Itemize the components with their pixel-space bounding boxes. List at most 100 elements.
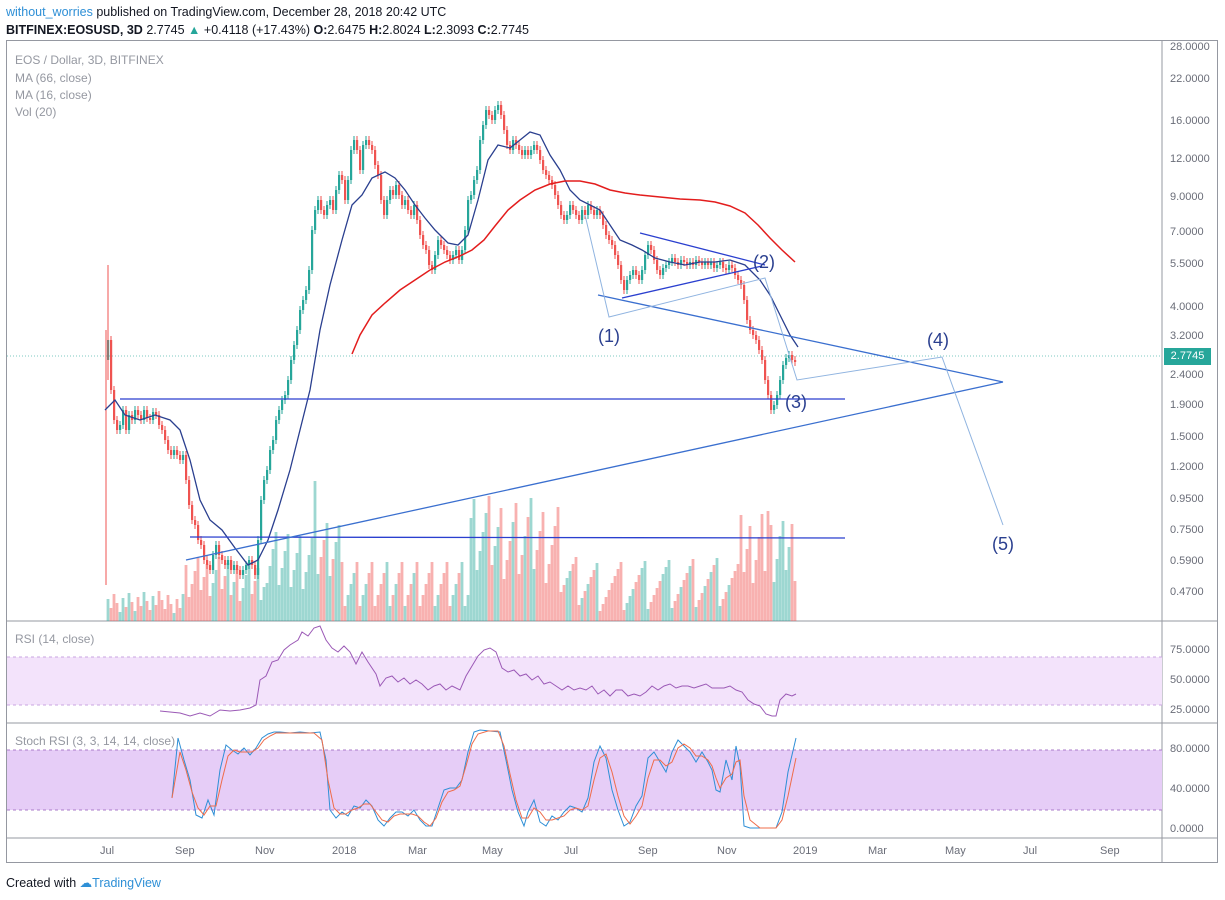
stoch-tick-label: 80.0000 xyxy=(1170,743,1210,755)
volume-bar xyxy=(766,511,770,621)
volume-bar xyxy=(559,592,563,621)
candle-body xyxy=(425,245,428,250)
candle-body xyxy=(482,125,485,140)
volume-bar xyxy=(553,526,557,621)
volume-bar xyxy=(619,562,623,621)
volume-bar xyxy=(190,584,194,621)
candle-body xyxy=(770,395,773,410)
volume-bar xyxy=(145,601,149,621)
volume-bar xyxy=(133,611,137,621)
volume-bar xyxy=(742,572,746,621)
volume-bar xyxy=(385,562,389,621)
candle-body xyxy=(647,245,650,255)
candle-body xyxy=(350,150,353,180)
stoch-tick-label: 40.0000 xyxy=(1170,783,1210,795)
candle-body xyxy=(209,565,212,570)
volume-bar xyxy=(331,559,335,621)
volume-bar xyxy=(418,606,422,621)
time-tick-label: Jul xyxy=(100,845,115,857)
candle-body xyxy=(446,250,449,255)
volume-bar xyxy=(118,612,122,621)
candle-body xyxy=(380,175,383,200)
candle-body xyxy=(743,285,746,300)
time-tick-label: Jul xyxy=(1023,845,1038,857)
candle-body xyxy=(293,345,296,360)
volume-bar xyxy=(601,604,605,621)
volume-bar xyxy=(733,571,737,621)
candle-body xyxy=(629,275,632,280)
volume-bar xyxy=(220,589,224,621)
candle-body xyxy=(194,520,197,525)
candle-body xyxy=(419,220,422,235)
candle-body xyxy=(758,340,761,350)
candle-body xyxy=(260,500,263,540)
candle-body xyxy=(599,210,602,215)
volume-bar xyxy=(607,590,611,621)
candle-body xyxy=(155,412,158,415)
volume-bar xyxy=(169,604,173,621)
candle-body xyxy=(626,280,629,290)
volume-bar xyxy=(568,571,572,621)
volume-bar xyxy=(679,587,683,621)
volume-bar xyxy=(187,597,191,621)
volume-bar xyxy=(691,559,695,621)
volume-bar xyxy=(274,532,278,621)
candle-body xyxy=(158,415,161,425)
candle-body xyxy=(746,300,749,320)
volume-bar xyxy=(235,569,239,621)
volume-bar xyxy=(247,562,251,621)
volume-bar xyxy=(424,584,428,621)
candle-body xyxy=(476,170,479,180)
volume-bar xyxy=(598,611,602,621)
volume-bar xyxy=(325,523,329,621)
wave-label-5: (5) xyxy=(992,534,1014,554)
chart-frame[interactable] xyxy=(6,40,1218,863)
volume-bar xyxy=(616,569,620,621)
candle-body xyxy=(398,185,401,195)
candle-body xyxy=(710,262,713,265)
volume-bar xyxy=(415,562,419,621)
volume-bar xyxy=(670,608,674,621)
volume-bar xyxy=(370,562,374,621)
candle-body xyxy=(731,265,734,268)
candle-body xyxy=(611,240,614,245)
quote-line: BITFINEX:EOSUSD, 3D 2.7745 ▲ +0.4118 (+1… xyxy=(6,23,529,37)
candle-body xyxy=(782,365,785,380)
tradingview-link[interactable]: TradingView xyxy=(92,876,161,890)
candle-body xyxy=(176,450,179,455)
volume-bar xyxy=(784,570,788,621)
volume-bar xyxy=(136,597,140,621)
volume-bar xyxy=(721,599,725,621)
volume-bar xyxy=(634,582,638,621)
volume-bar xyxy=(556,507,560,621)
author-link[interactable]: without_worries xyxy=(6,5,93,19)
volume-bar xyxy=(787,547,791,621)
volume-bar xyxy=(664,567,668,621)
candle-body xyxy=(488,110,491,115)
candle-body xyxy=(332,200,335,210)
candle-body xyxy=(236,565,239,570)
time-tick-label: May xyxy=(482,845,503,857)
price-tick-label: 1.2000 xyxy=(1170,461,1204,473)
volume-bar xyxy=(511,522,515,621)
volume-bar xyxy=(112,594,116,621)
volume-bar xyxy=(289,587,293,621)
low-label: L: xyxy=(424,23,436,37)
candle-body xyxy=(230,560,233,570)
volume-bar xyxy=(484,513,488,621)
candle-body xyxy=(323,210,326,215)
candle-body xyxy=(473,180,476,195)
candle-body xyxy=(257,540,260,575)
candle-body xyxy=(668,262,671,265)
publish-info: without_worries published on TradingView… xyxy=(6,5,446,19)
volume-bar xyxy=(148,610,152,621)
time-tick-label: Nov xyxy=(255,845,275,857)
volume-bar xyxy=(340,562,344,621)
candle-body xyxy=(584,210,587,215)
volume-bar xyxy=(397,573,401,621)
time-tick-label: Nov xyxy=(717,845,737,857)
candle-body xyxy=(401,195,404,205)
volume-bar xyxy=(688,566,692,621)
legend-ma66: MA (66, close) xyxy=(15,71,92,85)
